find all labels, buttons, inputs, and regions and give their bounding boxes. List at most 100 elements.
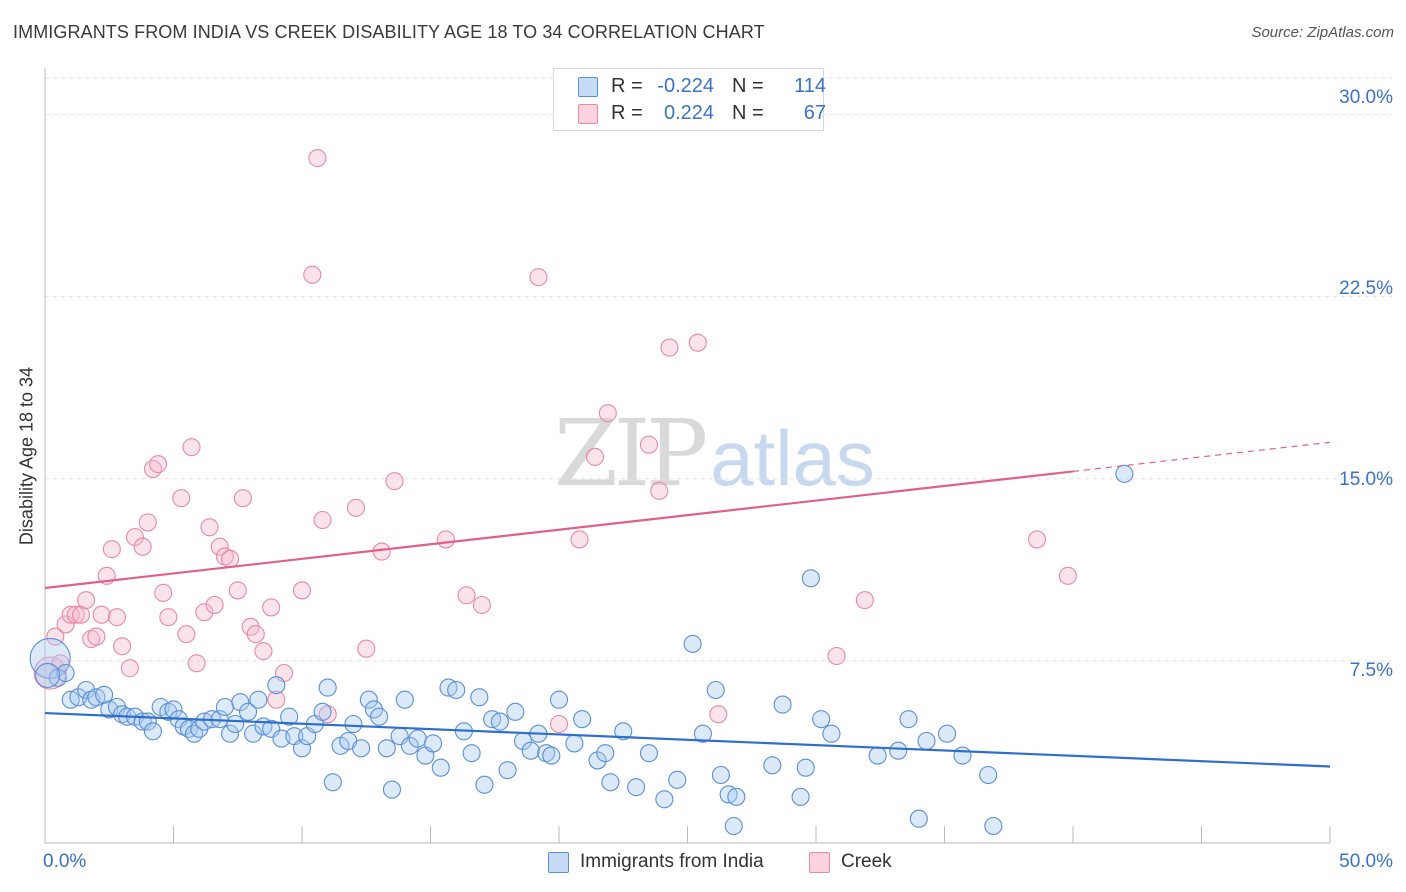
bottom-creek-swatch [809, 852, 830, 873]
india-n-value: 114 [794, 75, 826, 97]
india-point [400, 736, 419, 755]
creek-trend-extension [1072, 441, 1331, 473]
creek-point [87, 627, 106, 646]
india-point [724, 816, 743, 836]
india-point [498, 761, 517, 780]
creek-point [61, 605, 80, 624]
india-point [352, 739, 371, 758]
india-n-label: N = [732, 75, 764, 97]
creek-point [205, 595, 224, 615]
creek-point [827, 646, 846, 666]
bottom-creek-label: Creek [841, 851, 892, 872]
india-point [292, 739, 312, 758]
trend-lines [44, 441, 1331, 768]
india-trend-line [44, 711, 1331, 768]
india-swatch [578, 77, 598, 97]
watermark-zip: ZIP [554, 400, 708, 507]
creek-point [436, 530, 455, 549]
india-point [318, 678, 337, 697]
india-point [899, 710, 918, 729]
india-point [462, 744, 481, 763]
india-point [889, 741, 908, 760]
creek-point [357, 639, 376, 658]
creek-point [66, 605, 85, 624]
india-point [490, 712, 509, 731]
india-r-label: R = [611, 75, 643, 97]
india-point [521, 741, 540, 760]
creek-r-value: 0.224 [663, 102, 714, 124]
india-point [984, 816, 1003, 836]
creek-point [1058, 566, 1077, 585]
india-point [668, 770, 687, 789]
creek-point [220, 549, 240, 568]
india-point [979, 765, 998, 785]
creek-point [660, 338, 679, 357]
creek-point [187, 654, 206, 673]
india-point [683, 634, 702, 653]
source-credit: Source: ZipAtlas.com [1251, 24, 1394, 41]
india-point [447, 680, 466, 700]
creek-point [650, 481, 669, 500]
india-point [506, 702, 525, 721]
creek-point [113, 637, 132, 656]
india-point [185, 724, 204, 743]
india-point [267, 676, 286, 695]
india-point [377, 739, 396, 758]
india-point [143, 722, 162, 741]
india-point [791, 787, 810, 806]
creek-point [709, 705, 728, 724]
india-point [431, 758, 450, 777]
creek-point [549, 714, 569, 734]
creek-point [254, 642, 273, 661]
y-axis-label: Disability Age 18 to 34 [16, 366, 37, 546]
creek-point [385, 472, 404, 491]
creek-point [154, 583, 173, 602]
india-point [29, 637, 71, 679]
creek-point [125, 527, 144, 547]
creek-point [246, 625, 265, 644]
india-point [938, 724, 957, 743]
creek-point [529, 268, 548, 287]
india-point [226, 714, 245, 734]
creek-point [308, 149, 327, 168]
india-r-value: -0.224 [657, 75, 714, 97]
india-point [565, 734, 584, 753]
india-point [601, 773, 620, 792]
india-point [35, 662, 61, 688]
watermark: ZIPatlas [554, 400, 875, 507]
india-point [801, 569, 820, 588]
india-point [370, 707, 389, 726]
india-point [711, 765, 730, 785]
creek-points [33, 149, 1077, 734]
correlation-legend: R = -0.224 N = 114 R = 0.224 N = 67 [553, 68, 826, 131]
creek-n-value: 67 [803, 102, 826, 124]
india-point [244, 724, 263, 743]
creek-point [143, 459, 162, 479]
india-point [655, 790, 674, 809]
india-point [812, 710, 831, 729]
india-point [706, 680, 725, 700]
india-point [573, 710, 592, 729]
creek-point [195, 603, 214, 622]
creek-swatch [578, 104, 598, 124]
india-point [77, 680, 96, 700]
india-point [909, 809, 928, 828]
india-points [29, 464, 1134, 836]
creek-point [457, 586, 476, 605]
india-point [475, 775, 494, 794]
creek-point [570, 530, 589, 549]
creek-point [1027, 530, 1047, 549]
creek-point [182, 438, 201, 457]
creek-n-label: N = [732, 102, 764, 124]
x-tick-max: 50.0% [1339, 851, 1393, 872]
creek-point [138, 513, 157, 532]
india-point [323, 773, 342, 792]
y-tick-22-5: 22.5% [1339, 278, 1393, 299]
bottom-india-swatch [548, 852, 569, 873]
india-point [424, 734, 443, 753]
creek-point [688, 333, 707, 352]
creek-point [228, 581, 247, 600]
india-point [796, 758, 815, 777]
creek-point [210, 537, 229, 556]
